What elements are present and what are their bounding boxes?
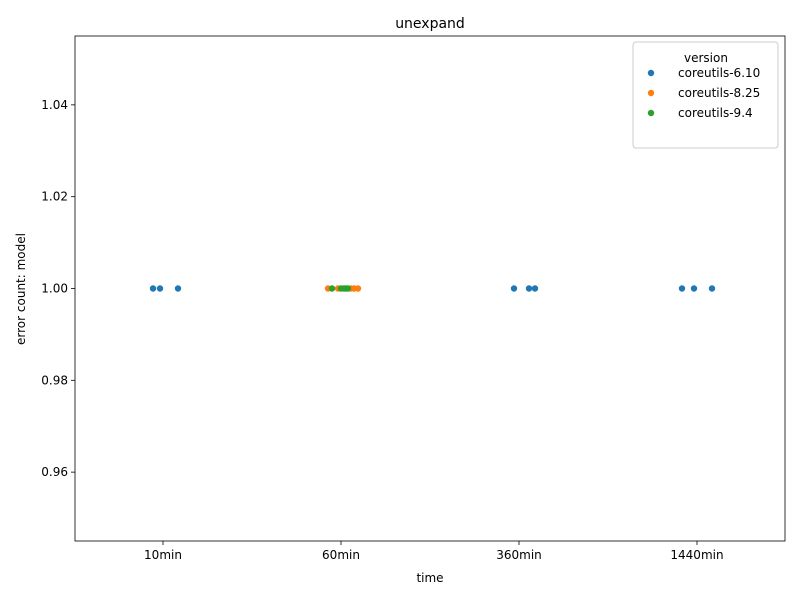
- y-tick-label: 1.00: [41, 282, 68, 296]
- x-tick-label: 360min: [496, 548, 542, 562]
- y-tick-label: 1.04: [41, 98, 68, 112]
- legend-label: coreutils-6.10: [678, 66, 760, 80]
- legend-label: coreutils-8.25: [678, 86, 760, 100]
- chart-title: unexpand: [395, 16, 465, 32]
- x-tick-label: 1440min: [670, 548, 723, 562]
- data-point-coreutils-6-10: [690, 285, 698, 292]
- y-axis-label: error count: model: [14, 233, 28, 345]
- y-tick-label: 1.02: [41, 190, 68, 204]
- legend-marker: [647, 109, 655, 117]
- y-axis: 0.96 0.98 1.00 1.02 1.04: [41, 98, 75, 479]
- data-point-coreutils-9-4: [344, 285, 352, 292]
- data-point-coreutils-6-10: [525, 285, 533, 292]
- x-tick-label: 60min: [322, 548, 360, 562]
- data-points: [149, 285, 716, 292]
- data-point-coreutils-9-4: [328, 285, 336, 292]
- data-point-coreutils-6-10: [149, 285, 157, 292]
- legend: version coreutils-6.10 coreutils-8.25 core…: [632, 41, 779, 149]
- x-tick-label: 10min: [144, 548, 182, 562]
- data-point-coreutils-6-10: [156, 285, 164, 292]
- x-axis-label: time: [416, 571, 443, 585]
- data-point-coreutils-6-10: [678, 285, 686, 292]
- legend-box: [632, 41, 779, 149]
- data-point-coreutils-6-10: [531, 285, 539, 292]
- data-point-coreutils-8-25: [354, 285, 362, 292]
- data-point-coreutils-6-10: [510, 285, 518, 292]
- data-point-coreutils-6-10: [708, 285, 716, 292]
- data-point-coreutils-6-10: [174, 285, 182, 292]
- y-tick-label: 0.96: [41, 465, 68, 479]
- legend-label: coreutils-9.4: [678, 106, 753, 120]
- y-tick-label: 0.98: [41, 373, 68, 387]
- legend-marker: [647, 69, 655, 77]
- legend-marker: [647, 89, 655, 97]
- x-axis: 10min 60min 360min 1440min: [144, 541, 724, 562]
- legend-title: version: [684, 51, 728, 65]
